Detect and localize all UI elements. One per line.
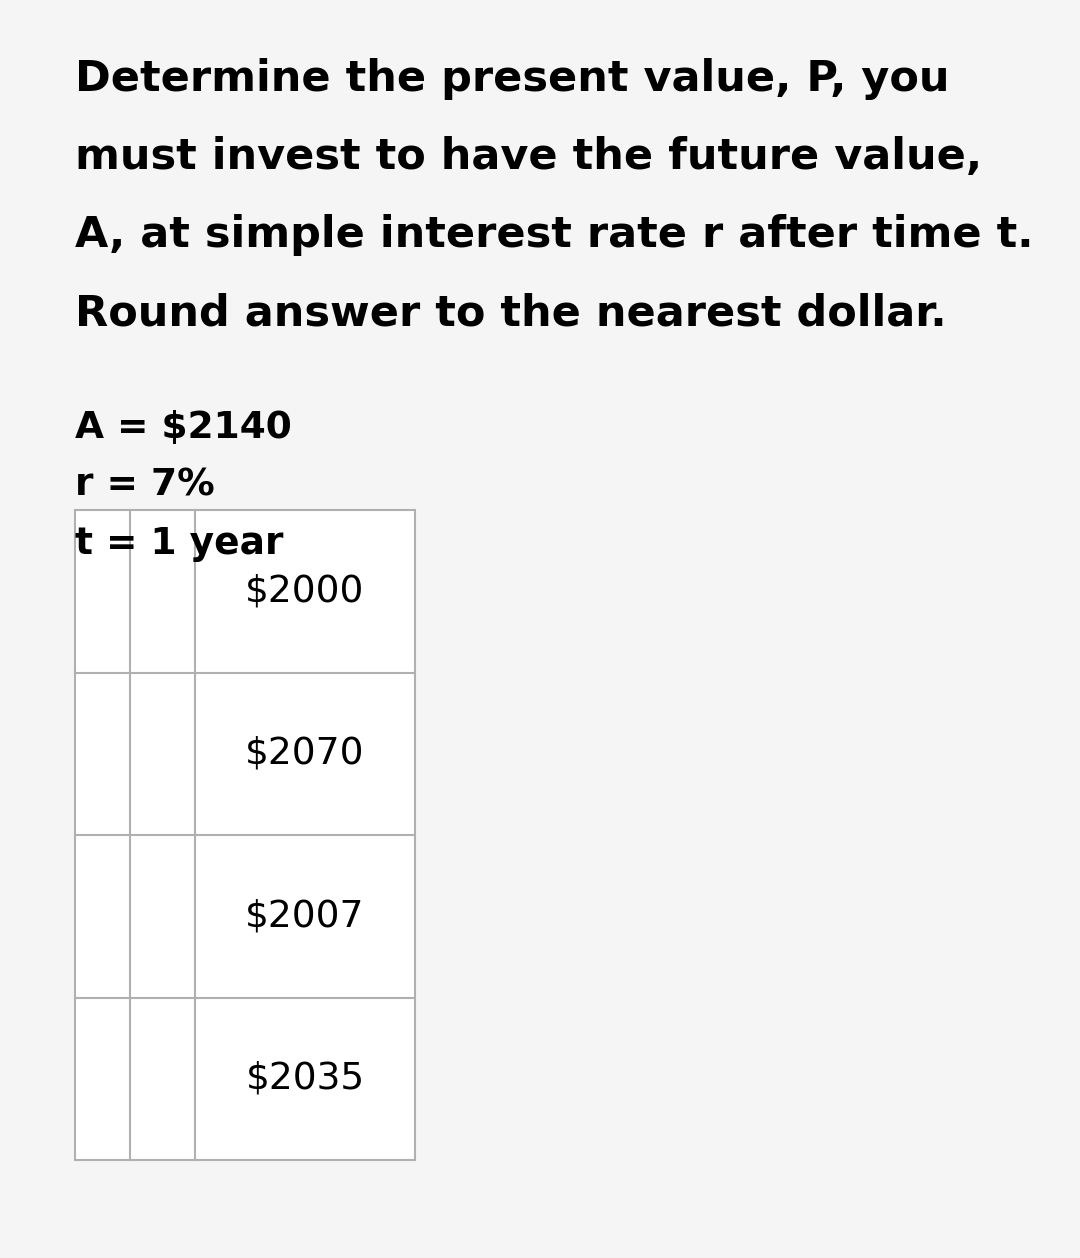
Text: $2070: $2070 [245,736,365,771]
Text: A = $2140: A = $2140 [75,410,292,447]
Text: $2000: $2000 [245,574,365,609]
Text: $2035: $2035 [245,1060,365,1097]
Text: t = 1 year: t = 1 year [75,526,283,562]
Text: $2007: $2007 [245,898,365,935]
Text: Determine the present value, P, you: Determine the present value, P, you [75,58,949,99]
Text: r = 7%: r = 7% [75,468,215,504]
Text: must invest to have the future value,: must invest to have the future value, [75,136,982,177]
Bar [75,509,415,1160]
Text: Round answer to the nearest dollar.: Round answer to the nearest dollar. [75,292,947,335]
Text: A, at simple interest rate r after time t.: A, at simple interest rate r after time … [75,214,1034,255]
